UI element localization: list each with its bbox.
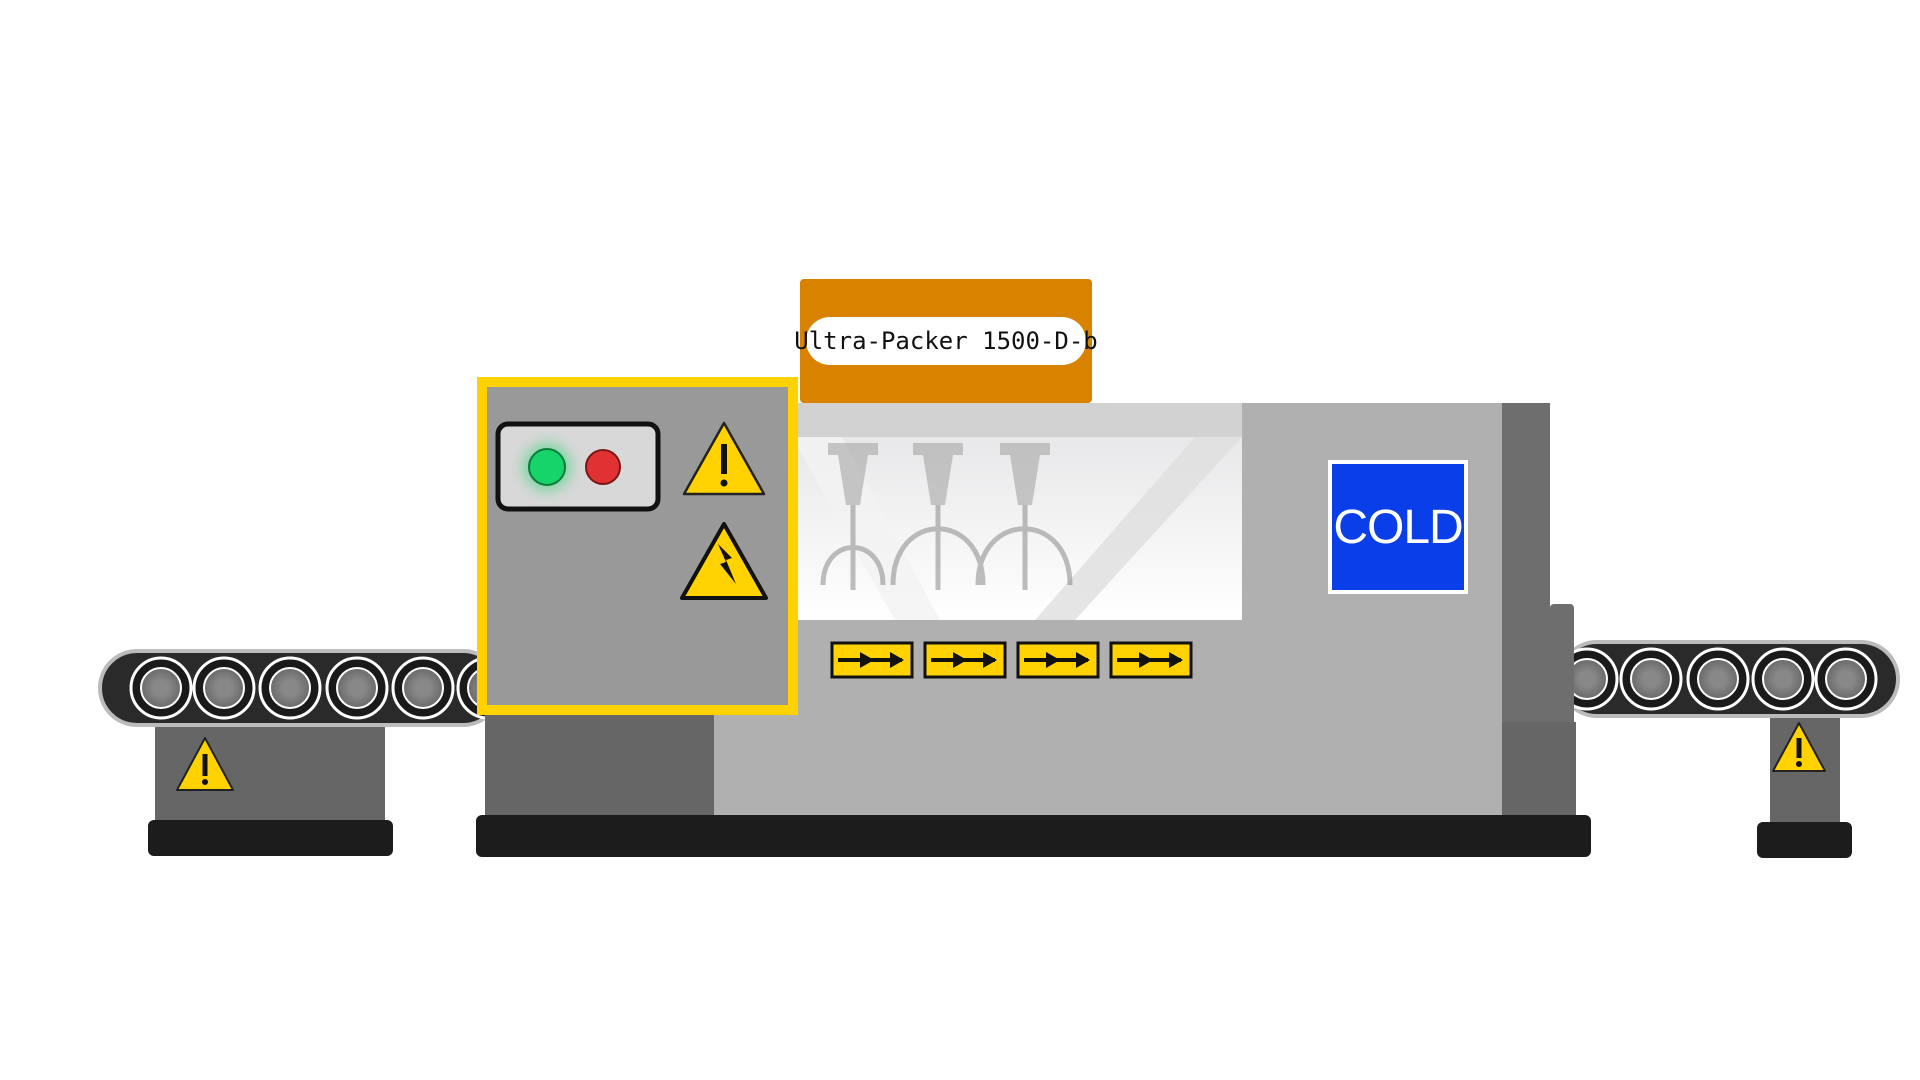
hood-top-bar — [792, 403, 1242, 437]
direction-arrow-icon — [1018, 643, 1098, 677]
direction-arrow-icon — [925, 643, 1005, 677]
right-conveyor-foot — [1757, 822, 1852, 858]
roller — [1753, 649, 1813, 709]
roller — [393, 658, 453, 718]
roller — [260, 658, 320, 718]
direction-arrow-icon — [832, 643, 912, 677]
cold-sign: COLD — [1328, 460, 1468, 594]
control-button-panel — [498, 424, 658, 509]
roller — [1688, 649, 1748, 709]
roller — [194, 658, 254, 718]
left-base-block — [485, 710, 715, 825]
roller — [1816, 649, 1876, 709]
model-label: Ultra-Packer 1500-D-b — [806, 317, 1086, 365]
machine-base — [476, 815, 1591, 857]
right-conveyor — [1557, 642, 1898, 858]
left-conveyor-foot — [148, 820, 393, 856]
direction-arrow-icon — [1111, 643, 1191, 677]
roller — [327, 658, 387, 718]
roller — [1621, 649, 1681, 709]
roller — [131, 658, 191, 718]
right-housing-side — [1502, 403, 1550, 725]
right-conveyor-rollers — [1557, 649, 1876, 709]
left-conveyor — [100, 651, 518, 856]
start-button[interactable] — [528, 448, 566, 486]
stop-button[interactable] — [585, 449, 621, 485]
